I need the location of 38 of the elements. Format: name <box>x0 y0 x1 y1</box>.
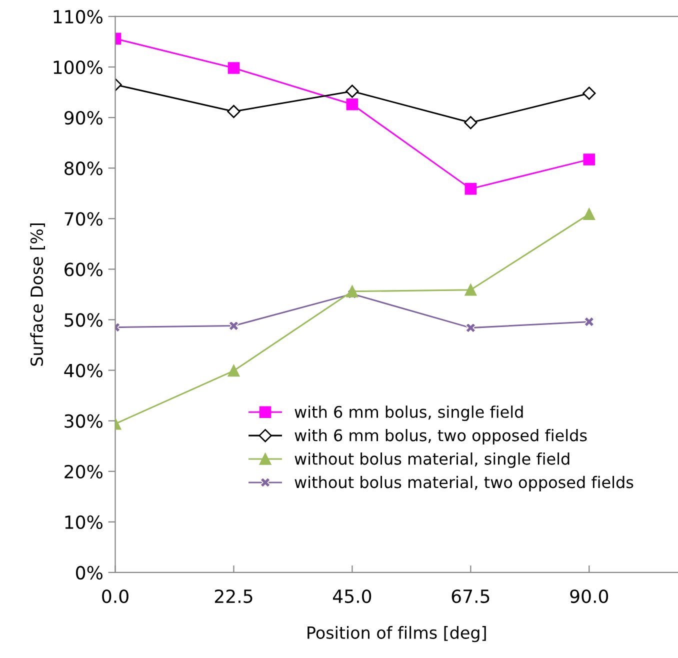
point <box>346 286 358 298</box>
x-tick-label: 67.5 <box>452 589 490 604</box>
point <box>464 182 477 195</box>
point <box>583 154 596 166</box>
x-tick-label: 90.0 <box>570 589 608 604</box>
point <box>228 62 240 74</box>
x-tick-label: 0.0 <box>102 589 128 604</box>
point <box>464 116 478 130</box>
y-tick-label: 90% <box>64 111 102 125</box>
y-tick-label: 60% <box>64 262 102 276</box>
point <box>583 208 596 220</box>
point <box>228 320 240 332</box>
point <box>464 284 477 296</box>
point <box>346 84 359 98</box>
y-axis-title: Surface Dose [%] <box>30 223 46 366</box>
point <box>228 364 240 377</box>
y-tick-label: 40% <box>64 364 102 378</box>
y-tick-label: 70% <box>64 212 102 226</box>
y-tick-label: 110% <box>54 10 102 24</box>
x-tick-label: 45.0 <box>332 589 372 604</box>
y-tick-label: 30% <box>64 414 102 428</box>
y-tick-label: 50% <box>64 313 102 327</box>
y-tick-label: 80% <box>64 162 102 176</box>
point <box>346 98 358 110</box>
x-tick-label: 22.5 <box>214 589 252 604</box>
x-axis-title: Position of films [deg] <box>308 626 486 642</box>
point <box>584 316 594 328</box>
point <box>227 104 240 118</box>
legend-label: with 6 mm bolus, single field <box>294 406 523 422</box>
legend-label: without bolus material, two opposed fields <box>294 476 634 492</box>
legend-label: without bolus material, single field <box>294 452 570 468</box>
y-tick-label: 0% <box>76 566 102 580</box>
legend-label: with 6 mm bolus, two opposed fields <box>294 429 587 444</box>
point <box>582 86 596 100</box>
point <box>465 322 476 334</box>
y-tick-label: 10% <box>65 515 102 530</box>
y-tick-label: 20% <box>64 464 102 478</box>
y-tick-label: 100% <box>54 60 102 74</box>
